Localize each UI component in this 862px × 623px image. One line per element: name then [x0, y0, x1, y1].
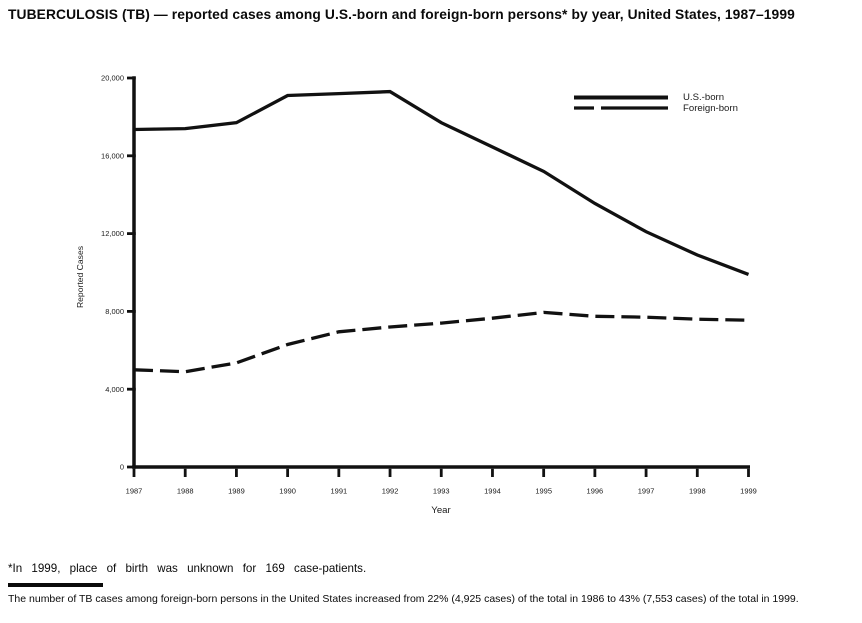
x-tick-label: 1988 [177, 487, 194, 496]
x-tick-label: 1997 [638, 487, 655, 496]
x-tick-label: 1999 [740, 487, 757, 496]
tb-line-chart-canvas: 0 4,000 8,000 12,000 16,000 20,000 1987 1988 198… [101, 74, 757, 496]
y-tick-label: 20,000 [101, 74, 124, 83]
footnote-source: The number of TB cases among foreign-bor… [8, 593, 799, 605]
x-tick-label: 1995 [535, 487, 552, 496]
series-line-foreign-born [133, 310, 749, 374]
x-tick-label: 1993 [433, 487, 450, 496]
x-tick-label: 1994 [484, 487, 501, 496]
figure-title: TUBERCULOSIS (TB) — reported cases among… [8, 7, 795, 22]
x-tick-label: 1990 [279, 487, 296, 496]
y-tick-label: 12,000 [101, 229, 124, 238]
y-tick-label: 0 [120, 463, 124, 472]
footnote-divider-rule [8, 583, 103, 587]
x-tick-label: 1996 [587, 487, 604, 496]
x-tick-label: 1991 [330, 487, 347, 496]
x-tick-label: 1987 [126, 487, 143, 496]
legend-label-foreign-born: Foreign-born [683, 103, 738, 114]
x-tick-label: 1989 [228, 487, 245, 496]
x-axis-title: Year [431, 505, 451, 516]
legend-label-us-born: U.S.-born [683, 92, 725, 103]
y-tick-label: 8,000 [105, 307, 124, 316]
y-tick-label: 4,000 [105, 385, 124, 394]
x-tick-label: 1992 [382, 487, 399, 496]
y-tick-label: 16,000 [101, 151, 124, 160]
x-tick-label: 1998 [689, 487, 706, 496]
footnote-asterisk: *In 1999, place of birth was unknown for… [8, 562, 367, 575]
y-axis-title: Reported Cases [75, 245, 85, 309]
series-line-u-s-born [133, 89, 750, 276]
